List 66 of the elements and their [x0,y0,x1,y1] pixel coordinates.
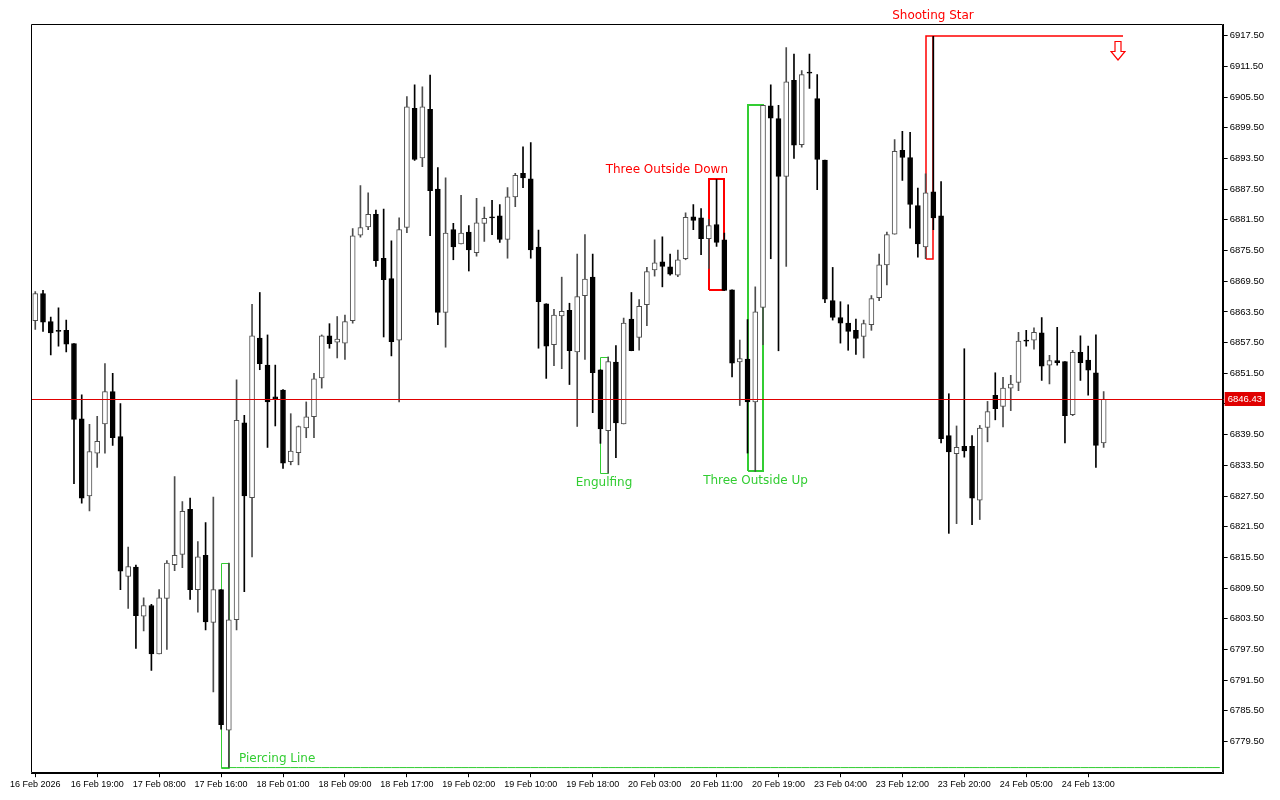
y-tick-label: 6911.50 [1229,60,1264,72]
x-tick-label: 20 Feb 03:00 [628,779,682,790]
candlestick [1023,330,1030,347]
y-tick-label: 6857.50 [1229,336,1264,348]
y-tick-label: 6785.50 [1229,704,1264,716]
x-tick-label: 24 Feb 05:00 [999,779,1053,790]
y-tick-label: 6899.50 [1229,121,1264,133]
annotation: Engulfing [575,475,633,490]
annotation: Three Outside Up [702,473,808,488]
candlestick [272,364,279,427]
y-tick-label: 6815.50 [1229,551,1264,563]
x-tick-label: 23 Feb 12:00 [875,779,929,790]
candlestick [94,415,101,468]
candlestick [481,206,488,242]
y-tick-label: 6905.50 [1229,90,1264,102]
y-tick-label: 6881.50 [1229,213,1264,225]
annotation: Three Outside Down [604,162,728,177]
y-tick-label: 6893.50 [1229,152,1264,164]
candlestick [853,318,859,355]
candlestick [736,339,743,406]
y-tick-label: 6875.50 [1229,244,1264,256]
candlestick [287,413,294,466]
candlestick [961,348,968,458]
x-tick-label: 17 Feb 16:00 [194,779,248,790]
x-tick-label: 18 Feb 01:00 [256,779,310,790]
y-tick-label: 6821.50 [1229,520,1264,532]
y-tick-label: 6809.50 [1229,581,1264,593]
x-tick-label: 18 Feb 17:00 [380,779,434,790]
y-tick-label: 6839.50 [1229,428,1264,440]
candlestick [582,234,588,360]
x-tick-label: 23 Feb 04:00 [813,779,867,790]
y-tick-label: 6797.50 [1229,643,1264,655]
y-tick-label: 6917.50 [1229,29,1264,41]
y-tick-label: 6827.50 [1229,489,1264,501]
y-tick-label: 6851.50 [1229,366,1264,378]
candlestick [125,546,131,609]
y-tick-label: 6803.50 [1229,612,1264,624]
x-tick-label: 19 Feb 02:00 [442,779,496,790]
x-tick-label: 16 Feb 2026 [10,779,61,790]
annotation: Piercing Line [239,751,316,766]
candlestick [845,304,852,351]
x-tick-label: 20 Feb 19:00 [751,779,806,790]
candlestick [767,84,774,260]
x-tick-label: 19 Feb 18:00 [566,779,620,790]
candlestick [945,393,952,534]
x-tick-label: 19 Feb 10:00 [504,779,558,790]
candlestick [458,194,464,245]
y-tick-label: 6887.50 [1229,182,1264,194]
candlestick [489,200,495,236]
y-tick-label: 6869.50 [1229,274,1264,286]
y-tick-label: 6833.50 [1229,458,1264,470]
text: Shooting Star [892,8,974,23]
x-tick-label: 23 Feb 20:00 [937,779,991,790]
x-tick-label: 18 Feb 09:00 [318,779,372,790]
candlestick [520,146,526,188]
y-tick-label: 6791.50 [1229,673,1264,685]
x-tick-label: 24 Feb 13:00 [1061,779,1115,790]
x-tick-label: 17 Feb 08:00 [132,779,186,790]
candlestick [558,276,565,370]
x-tick-label: 20 Feb 11:00 [690,779,743,790]
y-tick-label: 6779.50 [1229,735,1264,747]
ref-line-label: 6846.43 [1227,393,1262,405]
y-tick-label: 6863.50 [1229,305,1264,317]
candlestick [1054,326,1061,366]
candlestick [1085,345,1092,396]
x-tick-label: 16 Feb 19:00 [70,779,124,790]
